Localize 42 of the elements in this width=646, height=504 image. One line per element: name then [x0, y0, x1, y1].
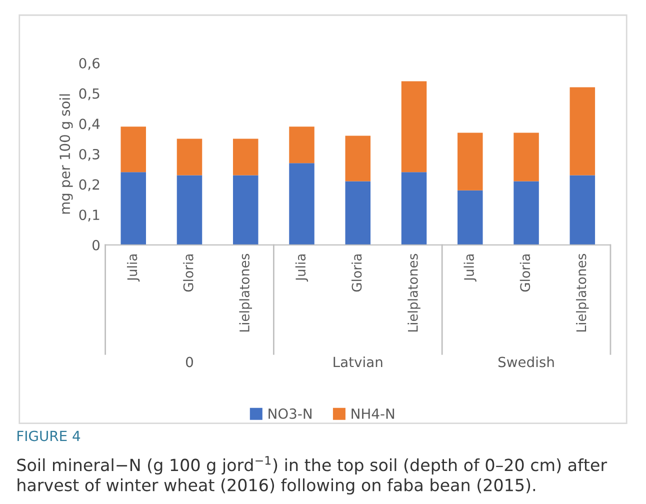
- bar: [120, 126, 146, 172]
- legend-label: NO3-N: [268, 408, 312, 419]
- x-tick-label: Lielplatones: [576, 254, 589, 332]
- x-tick-label: Lielplatones: [408, 254, 420, 332]
- bar: [401, 172, 427, 245]
- text: Swedish: [498, 356, 554, 368]
- bar: [289, 163, 314, 245]
- y-tick-label: 0,6: [79, 58, 100, 70]
- bar: [176, 138, 202, 176]
- text: 0: [186, 356, 193, 368]
- bar: [120, 172, 146, 245]
- text: Latvian: [334, 356, 382, 368]
- text: Soil mineral−N (g 100 g jord$^{−1}$) in the top soil (depth of 0–20 cm) after harvest of winter wheat (2016) following on faba bean (2015).: [17, 456, 608, 495]
- bar: [232, 138, 258, 176]
- y-tick-label: 0,5: [79, 88, 100, 100]
- y-tick-label: 0,2: [79, 179, 100, 192]
- x-tick-label: Julia: [295, 254, 308, 282]
- x-tick-label: Lielplatones: [239, 254, 252, 332]
- bar: [401, 81, 427, 172]
- legend-label: NH4-N: [352, 408, 394, 419]
- x-tick-label: Gloria: [183, 254, 194, 292]
- bar: [570, 87, 596, 176]
- bar: [458, 132, 483, 190]
- x-tick-label: Gloria: [520, 254, 530, 292]
- x-tick-label: Julia: [464, 254, 476, 282]
- bar: [289, 126, 314, 164]
- bar: [514, 181, 539, 245]
- x-tick-label: Julia: [126, 254, 140, 282]
- bar: [345, 181, 371, 245]
- y-tick-label: 0,1: [79, 210, 100, 222]
- y-axis-title: mg per 100 g soil: [59, 94, 73, 214]
- bar: [570, 175, 596, 245]
- y-tick-label: 0,4: [79, 118, 100, 131]
- bar: [514, 132, 539, 182]
- y-tick-label: 0: [92, 240, 100, 250]
- caption: FIGURE 4: [18, 430, 80, 442]
- bar: [458, 190, 483, 245]
- y-tick-label: 0,3: [79, 148, 100, 161]
- x-tick-label: Gloria: [352, 254, 362, 292]
- bar: [176, 175, 202, 245]
- bar: [232, 175, 258, 245]
- bar: [345, 136, 371, 182]
